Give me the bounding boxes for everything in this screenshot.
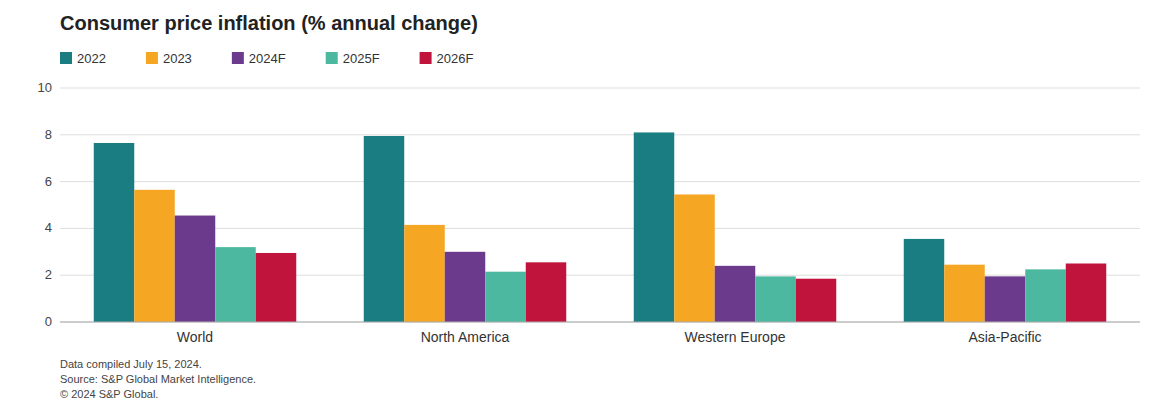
bar (485, 272, 526, 322)
bar (445, 252, 486, 322)
bar (985, 276, 1026, 322)
bar (1025, 269, 1066, 322)
legend-swatch (326, 52, 338, 64)
legend-label: 2024F (249, 51, 286, 66)
y-tick-label: 2 (45, 267, 52, 282)
bar (755, 276, 796, 322)
bar (1066, 264, 1107, 323)
bar (904, 239, 945, 322)
grid-line (60, 181, 1140, 182)
title: Consumer price inflation (% annual chang… (60, 12, 478, 34)
legend-swatch (146, 52, 158, 64)
bar (796, 279, 837, 322)
grid-line (60, 228, 1140, 229)
legend-swatch (420, 52, 432, 64)
bar (404, 225, 445, 322)
bar (674, 194, 715, 322)
footnotes: Data compiled July 15, 2024. Source: S&P … (60, 358, 256, 400)
y-tick-label: 6 (45, 174, 52, 189)
bar (94, 143, 135, 322)
bar (634, 132, 675, 322)
x-axis: World North America Western Europe Asia-Pac… (177, 329, 1042, 345)
y-tick-label: 10 (38, 80, 52, 95)
y-axis: 0 2 4 6 8 10 (38, 80, 1140, 329)
bar (944, 265, 985, 322)
footnote: © 2024 S&P Global. (60, 388, 158, 400)
bar (364, 136, 405, 322)
y-tick-label: 0 (45, 314, 52, 329)
legend-label: 2022 (77, 51, 106, 66)
bar (134, 190, 175, 322)
bar (256, 253, 297, 322)
legend-label: 2026F (437, 51, 474, 66)
grid-line (60, 322, 1140, 323)
legend-label: 2025F (343, 51, 380, 66)
bar (526, 262, 567, 322)
bar (175, 216, 216, 322)
grid-line (60, 134, 1140, 135)
legend-swatch (232, 52, 244, 64)
x-tick-label: North America (421, 329, 510, 345)
chart: Consumer price inflation (% annual chang… (0, 0, 1162, 417)
bar (215, 247, 256, 322)
legend-swatch (60, 52, 72, 64)
x-axis-line (60, 322, 1140, 323)
x-tick-label: World (177, 329, 213, 345)
bars (94, 132, 1107, 322)
x-tick-label: Western Europe (685, 329, 786, 345)
bar (715, 266, 756, 322)
legend: 2022 2023 2024F 2025F 2026F (60, 51, 474, 66)
footnote: Data compiled July 15, 2024. (60, 358, 202, 370)
footnote: Source: S&P Global Market Intelligence. (60, 373, 256, 385)
grid-line (60, 88, 1140, 89)
y-tick-label: 8 (45, 127, 52, 142)
x-tick-label: Asia-Pacific (968, 329, 1041, 345)
legend-label: 2023 (163, 51, 192, 66)
y-tick-label: 4 (45, 220, 52, 235)
